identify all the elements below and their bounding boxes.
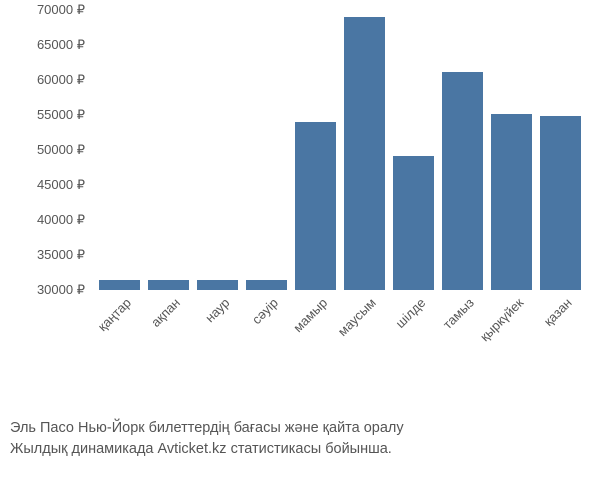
x-tick-label: қыркүйек [477,295,526,344]
y-tick-label: 70000 ₽ [37,2,85,18]
bar [344,17,384,290]
caption-line-2: Жылдық динамикада Avticket.kz статистика… [10,439,590,460]
x-tick-label: ақпан [148,295,183,330]
x-tick-label: маусым [335,295,379,339]
y-tick-label: 50000 ₽ [37,142,85,158]
x-tick-label: мамыр [290,295,330,335]
y-tick-label: 35000 ₽ [37,247,85,263]
bar [540,116,580,290]
plot-area [95,10,585,290]
y-tick-label: 30000 ₽ [37,282,85,298]
x-tick-label: шілде [392,295,428,331]
x-tick-label: қаңтар [95,295,134,334]
caption-line-1: Эль Пасо Нью-Йорк билеттердің бағасы жән… [10,418,590,439]
bar [491,114,531,290]
bar [99,280,139,291]
bar [442,72,482,290]
x-tick-label: наур [202,295,232,325]
y-tick-label: 55000 ₽ [37,107,85,123]
bar [148,280,188,291]
bar-chart: 30000 ₽ 35000 ₽ 40000 ₽ 45000 ₽ 50000 ₽ 55000… [10,10,590,350]
y-tick-label: 40000 ₽ [37,212,85,228]
y-tick-label: 60000 ₽ [37,72,85,88]
x-tick-label: тамыз [440,295,477,332]
y-tick-label: 45000 ₽ [37,177,85,193]
x-tick-label: сәуір [249,295,281,327]
bar [393,156,433,290]
chart-caption: Эль Пасо Нью-Йорк билеттердің бағасы жән… [10,418,590,460]
bar [246,280,286,291]
bar [295,122,335,290]
x-tick-label: қазан [541,295,575,329]
y-tick-label: 65000 ₽ [37,37,85,53]
bar [197,280,237,291]
y-axis: 30000 ₽35000 ₽40000 ₽45000 ₽50000 ₽55000… [10,10,90,290]
x-axis: қаңтар ақпан наур сәуір мамырмаусым шілде тамы… [95,295,585,395]
